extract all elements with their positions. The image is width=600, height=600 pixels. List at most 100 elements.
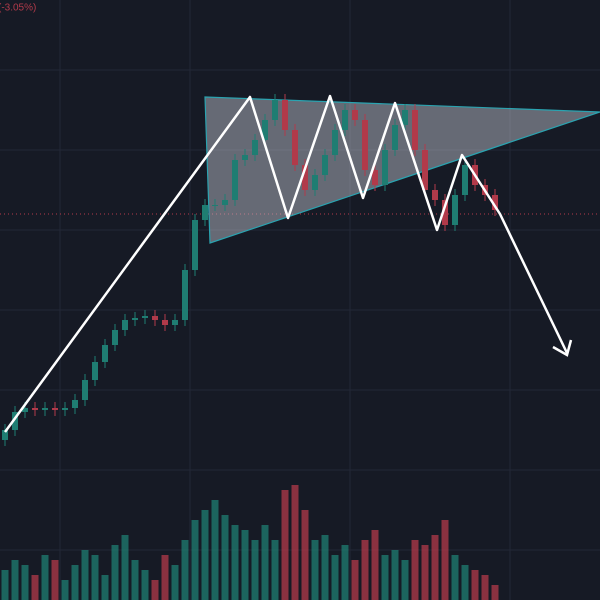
volume-bar <box>381 555 389 600</box>
volume-bar <box>201 510 209 600</box>
change-label: (-3.05%) <box>0 3 36 14</box>
volume-bar <box>361 540 369 600</box>
candle-body <box>32 408 38 410</box>
volume-bar <box>331 555 339 600</box>
candle-body <box>382 150 388 185</box>
candle-body <box>12 412 18 430</box>
volume-bar <box>421 545 429 600</box>
volume-bar <box>491 585 499 600</box>
candle-body <box>402 110 408 125</box>
candle-body <box>422 150 428 190</box>
volume-bar <box>221 515 229 600</box>
candle-body <box>92 362 98 380</box>
candle-body <box>72 400 78 408</box>
volume-bar <box>171 565 179 600</box>
candle-body <box>362 120 368 170</box>
volume-bar <box>271 540 279 600</box>
volume-bar <box>211 500 219 600</box>
volume-bar <box>341 545 349 600</box>
volume-bar <box>31 575 39 600</box>
candle-body <box>232 160 238 200</box>
volume-bar <box>61 580 69 600</box>
volume-bar <box>81 550 89 600</box>
candle-body <box>172 320 178 325</box>
volume-bar <box>441 520 449 600</box>
candle-body <box>2 430 8 440</box>
volume-bar <box>261 525 269 600</box>
volume-bar <box>71 565 79 600</box>
volume-bar <box>471 570 479 600</box>
candle-body <box>352 110 358 120</box>
volume-bar <box>101 575 109 600</box>
volume-bar <box>141 570 149 600</box>
volume-bar <box>241 530 249 600</box>
candle-body <box>152 316 158 320</box>
candle-body <box>282 100 288 130</box>
volume-bar <box>391 550 399 600</box>
pattern-drawing <box>3 94 569 433</box>
volume-bar <box>111 545 119 600</box>
volume-bar <box>21 565 29 600</box>
candle-body <box>112 330 118 345</box>
candle-body <box>142 316 148 318</box>
arrow-head <box>552 339 573 357</box>
candle-body <box>392 125 398 150</box>
candle-body <box>322 155 328 175</box>
volume-bar <box>231 525 239 600</box>
volume-bar <box>351 560 359 600</box>
candle-body <box>332 130 338 155</box>
candles <box>2 94 498 446</box>
candle-body <box>212 205 218 206</box>
candle-body <box>312 175 318 190</box>
volume-bar <box>311 540 319 600</box>
candle-body <box>42 408 48 410</box>
volume-bar <box>131 560 139 600</box>
candle-body <box>162 320 168 325</box>
volume-bar <box>301 510 309 600</box>
volume-bar <box>321 535 329 600</box>
volume-bar <box>41 555 49 600</box>
triangle-drawing <box>204 96 600 244</box>
volume-bar <box>451 555 459 600</box>
candle-body <box>342 110 348 130</box>
candle-body <box>292 130 298 165</box>
volume-bar <box>11 560 19 600</box>
candle-body <box>442 200 448 225</box>
volume-bar <box>461 565 469 600</box>
candle-body <box>62 408 68 410</box>
candle-body <box>132 318 138 320</box>
volume-bar <box>161 555 169 600</box>
volume-bar <box>411 540 419 600</box>
candle-body <box>122 320 128 330</box>
volume-bar <box>431 535 439 600</box>
volume-bar <box>121 535 129 600</box>
candle-body <box>102 345 108 362</box>
volume-bar <box>401 560 409 600</box>
candle-body <box>252 140 258 155</box>
candle-body <box>492 195 498 210</box>
volume-bar <box>481 575 489 600</box>
candle-body <box>182 270 188 320</box>
candle-body <box>52 408 58 410</box>
candle-body <box>242 155 248 160</box>
volume-bar <box>371 530 379 600</box>
candle-body <box>262 120 268 140</box>
candle-body <box>372 170 378 185</box>
candle-body <box>192 220 198 270</box>
volume-bar <box>281 490 289 600</box>
volumes <box>1 485 499 600</box>
candle-body <box>202 205 208 220</box>
candle-body <box>272 100 278 120</box>
candle-body <box>462 165 468 195</box>
volume-bar <box>91 555 99 600</box>
candle-body <box>302 165 308 190</box>
candle-body <box>222 200 228 205</box>
candle-body <box>22 408 28 412</box>
volume-bar <box>251 540 259 600</box>
volume-bar <box>151 580 159 600</box>
volume-bar <box>51 560 59 600</box>
candle-body <box>412 110 418 150</box>
volume-bar <box>291 485 299 600</box>
